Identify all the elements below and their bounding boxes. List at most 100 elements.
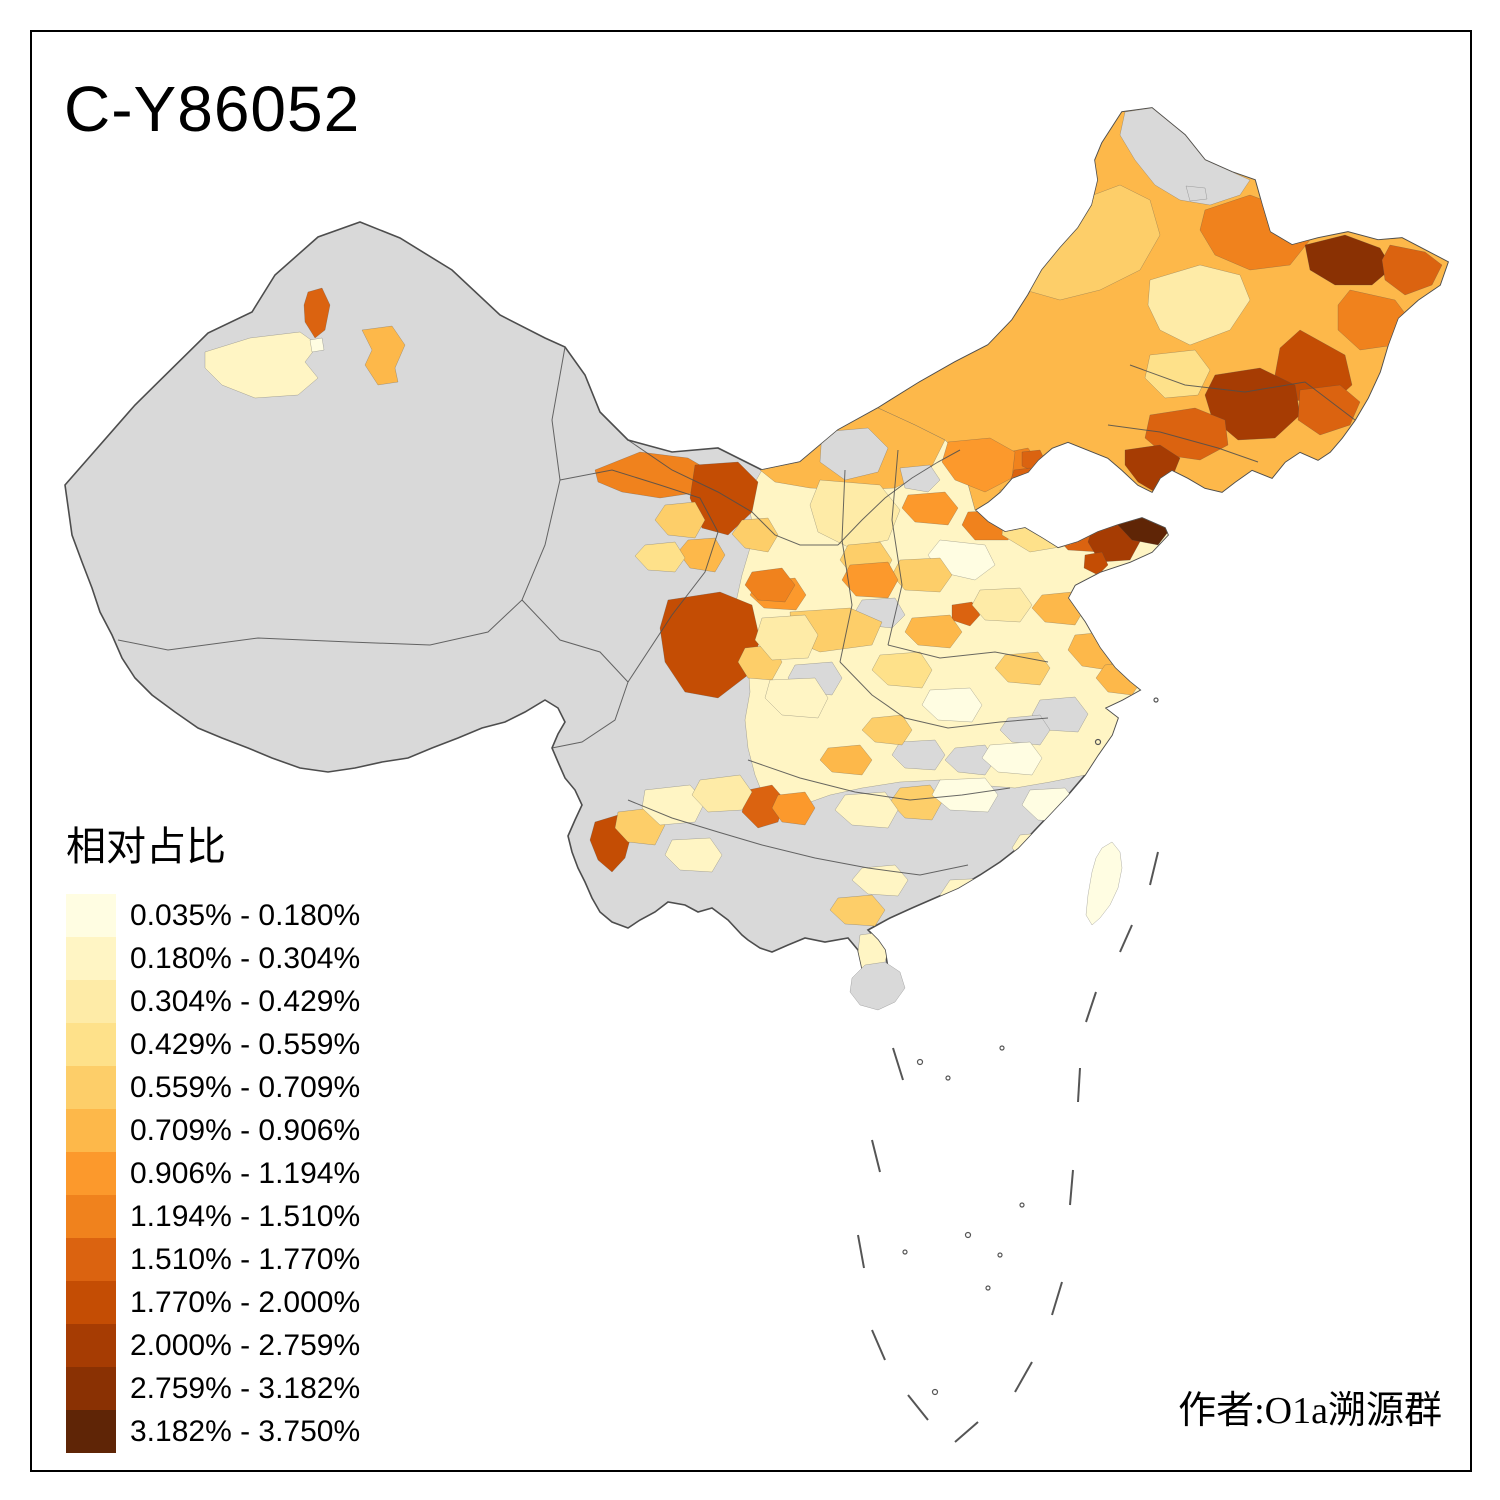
province-border-gansu-ningxia — [627, 439, 838, 546]
legend-label: 0.180% - 0.304% — [130, 941, 361, 975]
legend-title: 相对占比 — [66, 824, 226, 869]
legend-label: 3.182% - 3.750% — [130, 1414, 361, 1448]
region-henan-west — [904, 614, 963, 649]
region-chengdu-dark — [659, 591, 761, 699]
legend-label: 1.770% - 2.000% — [130, 1285, 361, 1319]
region-hubei-pale — [921, 687, 983, 723]
legend-row: 0.035% - 0.180% — [66, 894, 360, 937]
region-qingdao-coast-dot — [1083, 551, 1109, 576]
region-nodata-hunan-n — [891, 739, 946, 771]
region-lanzhou — [654, 501, 706, 539]
region-harbin-dark — [1304, 234, 1393, 286]
legend-label: 0.304% - 0.429% — [130, 984, 361, 1018]
province-border-henan-hubei — [887, 644, 1049, 663]
region-hulunbuir-north-nodata — [1119, 108, 1251, 206]
region-ili-pale — [204, 331, 319, 399]
legend-row: 2.759% - 3.182% — [66, 1367, 360, 1410]
region-shihezi-pale-dot — [309, 337, 325, 353]
region-yunnan-pale-n — [641, 784, 706, 826]
legend-rows: 0.035% - 0.180% 0.180% - 0.304% 0.304% - 0… — [66, 894, 360, 1453]
legend-swatch — [66, 1281, 116, 1324]
region-nodata-zhejiang-w — [1031, 696, 1089, 733]
legend-swatch — [66, 1367, 116, 1410]
legend-swatch — [66, 1410, 116, 1453]
region-jiangxi-pale — [981, 741, 1043, 776]
region-zunyi-dark — [741, 784, 786, 829]
legend-row: 1.194% - 1.510% — [66, 1195, 360, 1238]
legend-label: 0.559% - 0.709% — [130, 1070, 361, 1104]
region-jilin-east — [1297, 384, 1361, 436]
region-enshi-orange — [819, 744, 873, 776]
legend-swatch — [66, 1324, 116, 1367]
legend-row: 0.906% - 1.194% — [66, 1152, 360, 1195]
region-nodata-dot-ne — [1185, 185, 1208, 202]
legend-label: 2.759% - 3.182% — [130, 1371, 361, 1405]
legend-label: 0.429% - 0.559% — [130, 1027, 361, 1061]
legend-label: 0.035% - 0.180% — [130, 898, 361, 932]
legend-row: 3.182% - 3.750% — [66, 1410, 360, 1453]
legend-row: 0.709% - 0.906% — [66, 1109, 360, 1152]
legend-swatch — [66, 1023, 116, 1066]
region-fujian-coast — [1011, 831, 1063, 866]
region-nodata-north-hebei — [899, 464, 941, 493]
region-baoji — [841, 561, 899, 599]
region-beijing — [941, 437, 1016, 493]
legend-label: 2.000% - 2.759% — [130, 1328, 361, 1362]
plot-border-frame — [30, 30, 1472, 1472]
province-border-jilin-liaoning — [1107, 424, 1259, 463]
region-guangxi-pale — [851, 864, 909, 897]
region-nodata-nw-shanxi — [819, 427, 889, 481]
legend-swatch — [66, 894, 116, 937]
region-xian-dark-dot — [951, 601, 981, 627]
nine-dash-line — [857, 851, 1159, 1443]
legend-label: 1.510% - 1.770% — [130, 1242, 361, 1276]
region-hubei-mid — [871, 651, 933, 689]
province-border-shanxi-w — [839, 469, 853, 663]
province-border-guangxi-n — [761, 844, 969, 876]
legend-swatch — [66, 937, 116, 980]
region-henan-east-pale — [971, 587, 1033, 623]
region-heilongjiang-pale — [1147, 264, 1251, 346]
region-urumqi-dark — [303, 287, 331, 339]
region-liaoning — [1144, 407, 1229, 461]
attribution-text: 作者:O1a溯源群 — [1178, 1390, 1442, 1432]
province-border-shanxi-e — [887, 449, 903, 646]
legend-row: 2.000% - 2.759% — [66, 1324, 360, 1367]
region-nodata-jiangxi — [944, 744, 996, 776]
legend-row: 0.429% - 0.559% — [66, 1023, 360, 1066]
legend-label: 1.194% - 1.510% — [130, 1199, 361, 1233]
region-sichuan-se — [764, 677, 829, 719]
region-guangdong-pale-2 — [939, 877, 1003, 913]
province-border-yangtze — [839, 661, 1049, 729]
legend-row: 0.180% - 0.304% — [66, 937, 360, 980]
region-guangdong-pale-1 — [991, 857, 1053, 893]
page-title: C-Y86052 — [64, 73, 361, 145]
region-turpan — [361, 325, 406, 386]
region-chongqing-dot — [861, 714, 913, 746]
legend-label: 0.709% - 0.906% — [130, 1113, 361, 1147]
region-xining — [634, 541, 686, 573]
legend-row: 0.304% - 0.429% — [66, 980, 360, 1023]
region-sichuan-east — [754, 614, 819, 661]
province-border-heilongjiang-jilin — [1129, 364, 1356, 421]
legend-row: 1.770% - 2.000% — [66, 1281, 360, 1324]
sea-islets — [902, 697, 1159, 1396]
region-guyuan — [744, 567, 796, 603]
legend-swatch — [66, 1109, 116, 1152]
legend-row: 1.510% - 1.770% — [66, 1238, 360, 1281]
region-guangxi-orange — [829, 894, 886, 927]
province-border-yunnan-guizhou — [627, 799, 763, 846]
province-border-xinjiang — [117, 346, 566, 651]
province-border-qinghai-gansu — [559, 469, 719, 683]
legend: 相对占比 0.035% - 0.180% 0.180% - 0.304% 0.304… — [66, 814, 360, 1453]
region-ne-corner — [1381, 244, 1443, 296]
region-hainan-island — [849, 961, 906, 1011]
legend-swatch — [66, 1195, 116, 1238]
region-taiwan-island — [1085, 841, 1123, 926]
province-border-innermongolia-s — [837, 449, 961, 546]
legend-row: 0.559% - 0.709% — [66, 1066, 360, 1109]
region-tianjin — [999, 487, 1031, 519]
legend-swatch — [66, 1066, 116, 1109]
